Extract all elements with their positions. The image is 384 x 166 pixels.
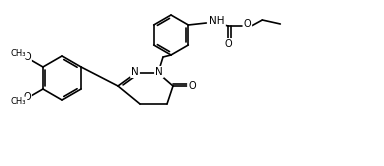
Text: O: O: [23, 92, 31, 102]
Text: NH: NH: [209, 16, 225, 26]
Text: N: N: [131, 67, 139, 77]
Text: CH₃: CH₃: [11, 97, 26, 107]
Text: N: N: [155, 67, 163, 77]
Text: O: O: [188, 81, 196, 91]
Text: O: O: [23, 52, 31, 62]
Text: O: O: [243, 19, 251, 29]
Text: O: O: [225, 39, 232, 49]
Text: CH₃: CH₃: [11, 48, 26, 57]
